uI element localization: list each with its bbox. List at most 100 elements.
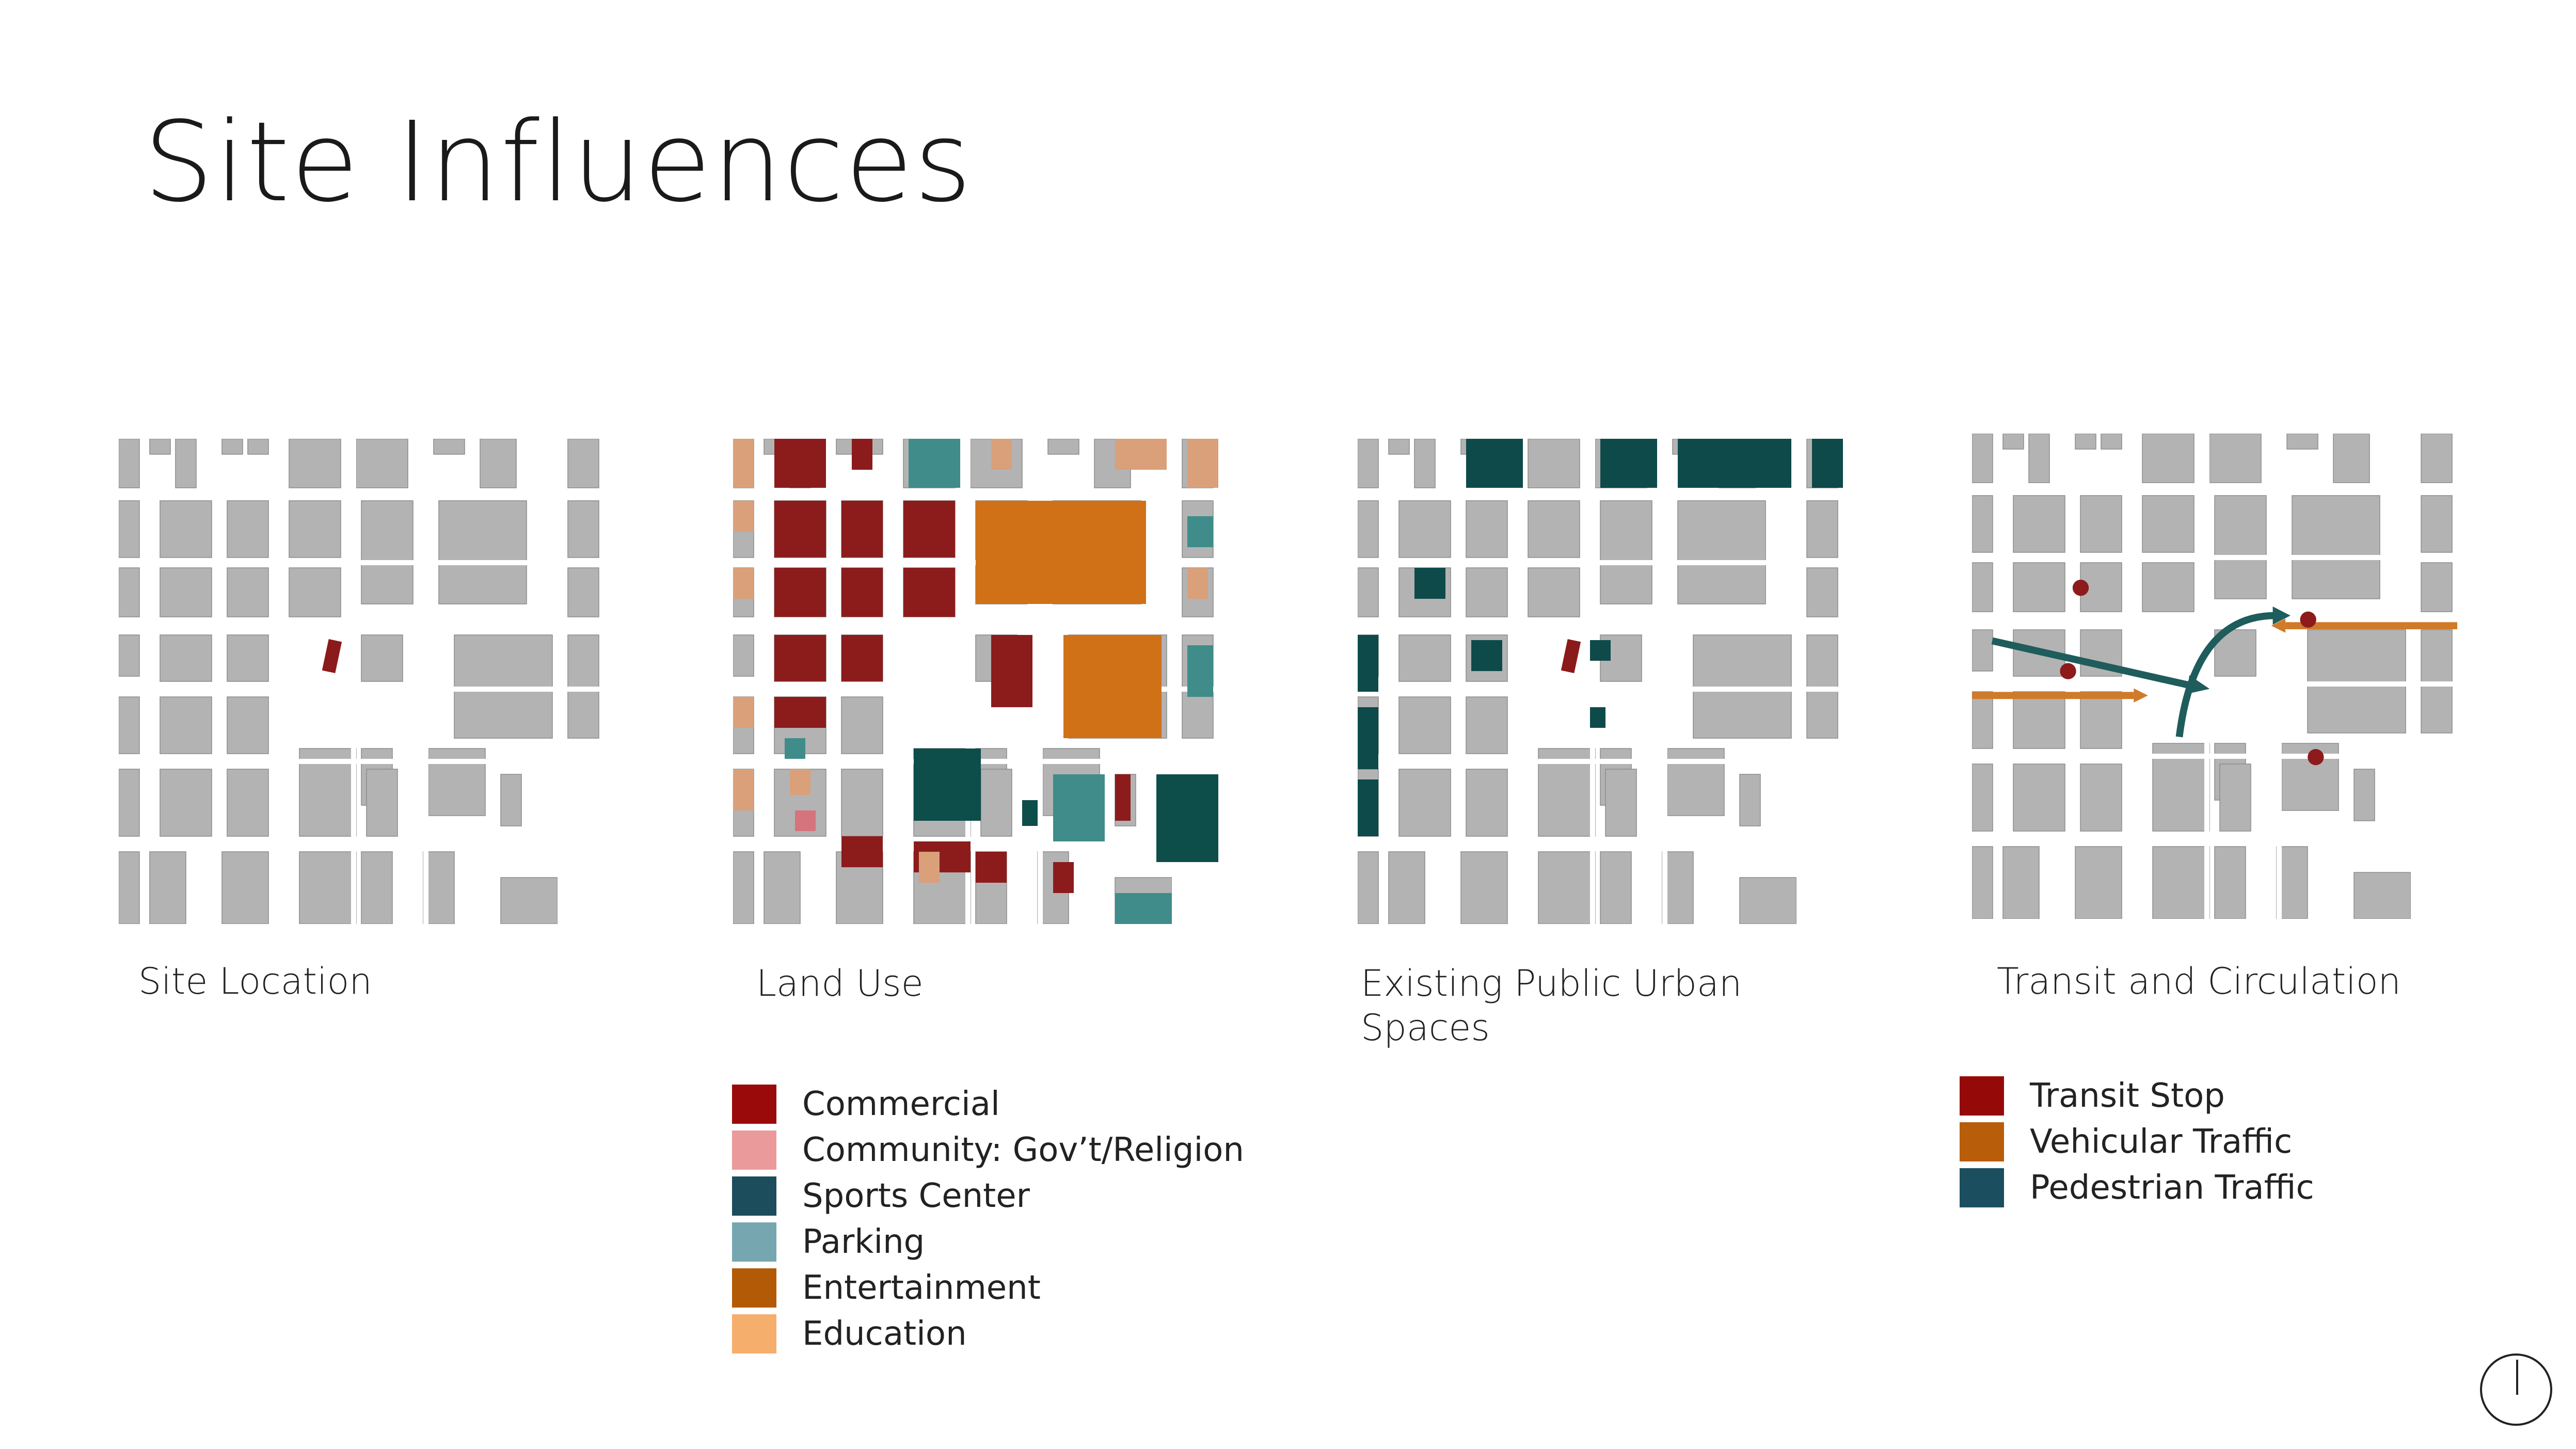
street — [1518, 439, 1523, 924]
building — [2209, 434, 2262, 483]
land-use-parking — [909, 439, 960, 488]
public-space — [1590, 707, 1605, 728]
building — [2080, 691, 2122, 749]
building — [1466, 769, 1508, 837]
land-use-commercial — [976, 852, 1007, 883]
public-space — [1590, 640, 1611, 661]
building — [733, 851, 754, 924]
building — [567, 567, 599, 617]
building — [2214, 846, 2246, 919]
legend-label-vehicular-traffic: Vehicular Traffic — [2030, 1122, 2293, 1161]
street — [1358, 627, 1843, 632]
building — [221, 851, 269, 924]
land-use-parking — [785, 738, 805, 759]
transit-stop-marker — [2072, 579, 2089, 596]
street — [351, 439, 356, 924]
legend-label-pedestrian-traffic: Pedestrian Traffic — [2030, 1168, 2314, 1207]
diagonal-street — [2140, 673, 2263, 747]
street — [119, 627, 604, 632]
street — [423, 439, 428, 924]
street — [1038, 439, 1043, 924]
site-location-map-svg — [119, 439, 604, 924]
building — [2142, 495, 2195, 553]
building — [1466, 567, 1508, 617]
street — [1384, 439, 1388, 924]
public-spaces-map — [1358, 439, 1843, 924]
land-use-education — [1115, 439, 1167, 470]
building — [1972, 562, 1993, 612]
land-use-commercial — [841, 836, 883, 867]
street — [893, 439, 898, 924]
street — [733, 687, 1218, 692]
building — [1739, 774, 1761, 826]
street — [558, 439, 563, 924]
legend-swatch-education — [732, 1314, 776, 1354]
building — [2080, 495, 2122, 553]
transit-legend: Transit Stop Vehicular Traffic Pedestria… — [1960, 1073, 2314, 1211]
building — [1466, 500, 1508, 558]
land-use-commercial — [841, 501, 883, 558]
building — [500, 877, 558, 924]
street — [965, 439, 971, 924]
building — [175, 439, 197, 488]
building — [1414, 439, 1436, 488]
legend-swatch-transit-stop — [1960, 1076, 2004, 1116]
building — [1806, 567, 1838, 617]
building — [1398, 769, 1451, 837]
legend-swatch-pedestrian-traffic — [1960, 1168, 2004, 1207]
building — [764, 851, 801, 924]
building — [361, 851, 393, 924]
street — [1662, 439, 1667, 924]
building — [1739, 877, 1797, 924]
building — [160, 634, 212, 682]
building — [119, 851, 140, 924]
street — [1972, 555, 2457, 560]
land-use-education — [733, 501, 754, 532]
street — [1358, 759, 1843, 764]
building — [1528, 567, 1580, 617]
public-space — [1466, 439, 1523, 488]
building — [227, 696, 269, 754]
building — [160, 769, 212, 837]
building — [1972, 691, 1993, 749]
public-space — [1678, 439, 1791, 488]
building — [221, 439, 243, 455]
land-use-commercial — [774, 635, 826, 681]
building — [2101, 434, 2122, 450]
building — [1806, 500, 1838, 558]
street — [2204, 434, 2209, 919]
building — [2013, 763, 2065, 832]
building — [2421, 562, 2453, 612]
street — [1998, 434, 2002, 919]
land-use-commercial — [774, 501, 826, 558]
legend-item-pedestrian-traffic: Pedestrian Traffic — [1960, 1165, 2314, 1211]
transit-stop-marker — [2308, 749, 2324, 766]
building — [366, 769, 398, 837]
building — [2075, 434, 2096, 450]
land-use-parking — [1115, 893, 1172, 924]
building — [2002, 846, 2040, 919]
building — [2214, 495, 2267, 599]
caption-public-spaces: Existing Public Urban Spaces — [1361, 962, 1742, 1049]
building — [2013, 495, 2065, 553]
building — [119, 567, 140, 617]
land-use-entertainment — [1063, 635, 1162, 738]
public-space — [1812, 439, 1843, 488]
building — [2013, 691, 2065, 749]
building — [841, 696, 883, 754]
legend-label-entertainment: Entertainment — [802, 1268, 1041, 1307]
street — [1358, 687, 1843, 692]
public-space — [1414, 568, 1445, 599]
building — [2152, 846, 2210, 919]
land-use-sports — [914, 749, 981, 821]
street — [279, 439, 284, 924]
street — [119, 759, 604, 764]
legend-label-parking: Parking — [802, 1222, 925, 1261]
street — [831, 439, 835, 924]
building — [1528, 500, 1580, 558]
transit-stop-marker — [2060, 663, 2076, 679]
building — [1398, 696, 1451, 754]
land-use-education — [1187, 568, 1208, 599]
building — [1358, 567, 1379, 617]
street — [1972, 836, 2457, 841]
